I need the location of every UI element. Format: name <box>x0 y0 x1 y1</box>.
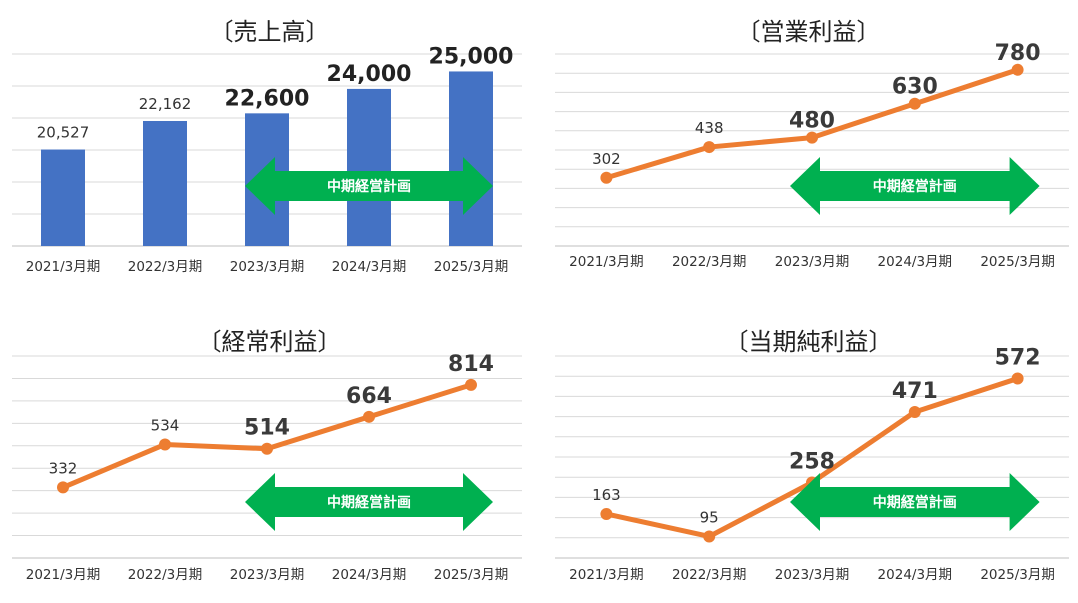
data-point <box>159 438 171 451</box>
sales-chart-panel: 〔売上高〕 2021/3月期 2022/3月期 2023/3月期 2024/3月期 20… <box>0 0 539 300</box>
data-label: 630 <box>892 75 938 100</box>
x-tick-label: 2023/3月期 <box>230 259 305 275</box>
x-tick-label: 2021/3月期 <box>569 254 644 270</box>
ordinary-profit-line-chart: 2021/3月期 2022/3月期 2023/3月期 2024/3月期 2025/3月期… <box>12 352 522 583</box>
data-point <box>908 97 921 110</box>
x-tick-label: 2025/3月期 <box>980 567 1055 583</box>
x-tick-label: 2021/3月期 <box>26 567 101 583</box>
chart-title: 〔経常利益〕 <box>197 328 342 356</box>
x-tick-label: 2025/3月期 <box>980 254 1055 270</box>
x-tick-label: 2023/3月期 <box>775 567 850 583</box>
chart-title: 〔営業利益〕 <box>736 18 881 46</box>
x-tick-label: 2024/3月期 <box>332 259 407 275</box>
data-label: 302 <box>592 150 621 168</box>
data-label: 471 <box>892 379 938 404</box>
operating-profit-chart-panel: 〔営業利益〕 2021/3月期 2022/3月期 2023/3月期 2024/3月期 2… <box>539 0 1078 300</box>
data-label: 95 <box>700 508 719 526</box>
bar <box>41 149 85 246</box>
mid-term-plan-arrow <box>245 157 493 215</box>
data-label: 24,000 <box>327 62 412 87</box>
x-tick-label: 2025/3月期 <box>434 259 509 275</box>
data-point <box>600 507 613 520</box>
data-label: 22,600 <box>225 86 310 111</box>
data-label: 22,162 <box>139 95 192 113</box>
x-tick-label: 2024/3月期 <box>878 567 953 583</box>
bar <box>143 120 187 246</box>
data-label: 480 <box>789 109 835 134</box>
chart-title: 〔当期純利益〕 <box>724 328 893 356</box>
data-label: 814 <box>448 352 494 377</box>
data-label: 332 <box>49 459 78 477</box>
data-point <box>465 378 477 391</box>
data-label: 780 <box>995 41 1041 66</box>
data-point <box>261 442 273 455</box>
x-tick-label: 2021/3月期 <box>569 567 644 583</box>
mid-term-plan-arrow <box>245 473 493 531</box>
mid-term-plan-label: 中期経営計画 <box>873 494 957 511</box>
data-point <box>57 481 69 494</box>
data-point <box>703 141 716 154</box>
data-label: 514 <box>244 416 290 441</box>
net-income-chart-panel: 〔当期純利益〕 2021/3月期 2022/3月期 2023/3月期 2024/3月期… <box>539 300 1078 603</box>
data-label: 534 <box>151 416 180 434</box>
bar <box>347 88 391 246</box>
operating-profit-line-chart: 2021/3月期 2022/3月期 2023/3月期 2024/3月期 2025/3月期… <box>555 41 1069 270</box>
data-label: 572 <box>995 346 1041 371</box>
data-point <box>703 530 716 543</box>
x-tick-label: 2022/3月期 <box>128 259 203 275</box>
data-label: 258 <box>789 449 835 474</box>
mid-term-plan-label: 中期経営計画 <box>327 494 411 511</box>
data-label: 438 <box>695 119 724 137</box>
data-label: 163 <box>592 486 621 504</box>
chart-title: 〔売上高〕 <box>209 18 330 46</box>
x-tick-label: 2022/3月期 <box>672 254 747 270</box>
x-tick-label: 2025/3月期 <box>434 567 509 583</box>
mid-term-plan-label: 中期経営計画 <box>327 178 411 195</box>
data-label: 25,000 <box>429 44 514 69</box>
sales-bar-chart: 2021/3月期 2022/3月期 2023/3月期 2024/3月期 2025/3月期… <box>12 44 522 275</box>
data-label: 20,527 <box>37 124 90 142</box>
mid-term-plan-arrow <box>790 473 1040 531</box>
data-point <box>1011 63 1024 76</box>
bar <box>449 71 493 246</box>
mid-term-plan-label: 中期経営計画 <box>873 178 957 195</box>
ordinary-profit-chart-panel: 〔経常利益〕 2021/3月期 2022/3月期 2023/3月期 2024/3月期 2… <box>0 300 539 603</box>
net-income-line-chart: 2021/3月期 2022/3月期 2023/3月期 2024/3月期 2025/3月期… <box>555 346 1069 583</box>
data-point <box>363 410 375 423</box>
x-tick-label: 2022/3月期 <box>128 567 203 583</box>
x-tick-label: 2023/3月期 <box>775 254 850 270</box>
data-point <box>600 171 613 184</box>
data-point <box>908 405 921 418</box>
x-tick-label: 2024/3月期 <box>332 567 407 583</box>
mid-term-plan-arrow <box>790 157 1040 215</box>
data-point <box>1011 372 1024 385</box>
data-label: 664 <box>346 384 392 409</box>
data-point <box>806 131 818 144</box>
x-tick-label: 2023/3月期 <box>230 567 305 583</box>
x-tick-label: 2021/3月期 <box>26 259 101 275</box>
x-tick-label: 2022/3月期 <box>672 567 747 583</box>
x-tick-label: 2024/3月期 <box>878 254 953 270</box>
